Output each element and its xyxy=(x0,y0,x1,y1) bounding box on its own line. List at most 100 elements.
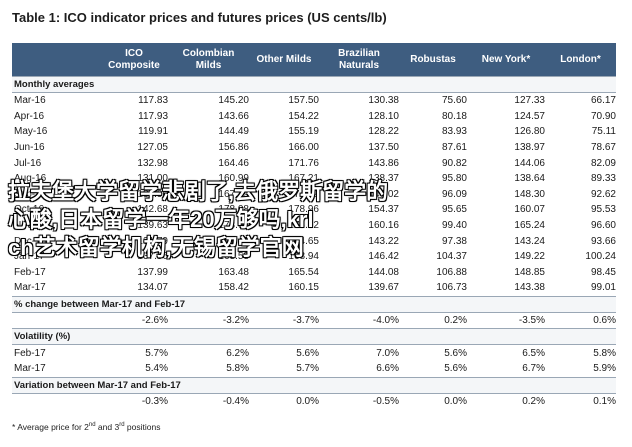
table-header: ICO Composite Colombian Milds Other Mild… xyxy=(12,43,616,76)
table-cell: 155.19 xyxy=(288,126,319,138)
table-cell: 106.73 xyxy=(436,282,467,294)
table-cell: 135.96 xyxy=(137,188,168,200)
col-london: London* xyxy=(560,53,601,65)
table-cell: 138.37 xyxy=(368,173,399,185)
table-cell: -0.5% xyxy=(372,395,399,407)
row-label: Mar-17 xyxy=(14,363,46,375)
table-cell: 100.24 xyxy=(585,251,616,263)
table-cell: 128.22 xyxy=(368,126,399,138)
col-brazilian-naturals: Brazilian Naturals xyxy=(338,47,380,71)
table-cell: 95.80 xyxy=(441,173,467,185)
table-cell: 160.16 xyxy=(368,220,399,232)
table-cell: 75.60 xyxy=(441,95,467,107)
table-cell: 93.66 xyxy=(590,235,616,247)
footnote-sup: nd xyxy=(88,422,96,429)
table-cell: 137.56 xyxy=(137,251,168,263)
table-row: Apr-16 117.93 143.66 154.22 128.10 80.18 124.5… xyxy=(12,109,616,125)
table-row: Jun-16 127.05 156.86 166.00 137.50 87.61 138.9… xyxy=(12,140,616,156)
row-label: Feb-17 xyxy=(14,266,46,278)
section-heading: Volatility (%) xyxy=(12,328,616,346)
table-row: Mar-17 5.4% 5.8% 5.7% 6.6% 5.6% 6.7% 5.9% xyxy=(12,361,616,377)
table-cell: 5.6% xyxy=(444,363,467,375)
row-label: Nov-16 xyxy=(14,220,47,232)
row-label: Mar-16 xyxy=(14,95,46,107)
table-cell: 137.50 xyxy=(368,142,399,154)
table-cell: 164.46 xyxy=(218,157,249,169)
table-cell: 5.7% xyxy=(296,363,319,375)
row-label: Jul-16 xyxy=(14,157,42,169)
table-row: Feb-17 137.99 163.48 165.54 144.08 106.88 148.… xyxy=(12,265,616,281)
table-cell: 5.7% xyxy=(145,347,168,359)
table-cell: 6.7% xyxy=(522,363,545,375)
table-cell: 143.24 xyxy=(514,235,545,247)
table-cell: 5.8% xyxy=(226,363,249,375)
table-cell: 70.90 xyxy=(590,110,616,122)
table-cell: 82.09 xyxy=(590,157,616,169)
table-cell: 178.72 xyxy=(288,220,319,232)
table-cell: 106.88 xyxy=(436,266,467,278)
table-cell: 5.8% xyxy=(593,347,616,359)
table-cell: 148.30 xyxy=(514,188,545,200)
table-cell: 128.10 xyxy=(368,110,399,122)
table-cell: 95.65 xyxy=(441,204,467,216)
table-cell: 144.49 xyxy=(218,126,249,138)
table-row: May-16 119.91 144.49 155.19 128.22 83.93 126.8… xyxy=(12,124,616,140)
table-cell: 0.0% xyxy=(296,395,319,407)
header-blank xyxy=(12,43,100,76)
footnote-text: positions xyxy=(124,422,161,432)
table-cell: 171.76 xyxy=(288,157,319,169)
table-cell: 80.18 xyxy=(441,110,467,122)
row-label: Apr-16 xyxy=(14,110,45,122)
table-cell: 154.22 xyxy=(288,110,319,122)
table-cell: 147.02 xyxy=(368,188,399,200)
row-label: Feb-17 xyxy=(14,347,46,359)
footnote-text: and 3 xyxy=(95,422,120,432)
table-cell: 124.57 xyxy=(514,110,545,122)
table-cell: 163.53 xyxy=(218,251,249,263)
table-cell: 148.85 xyxy=(514,266,545,278)
table-cell: 154.37 xyxy=(368,204,399,216)
table-cell: 0.2% xyxy=(522,395,545,407)
table-cell: 138.64 xyxy=(514,173,545,185)
table-cell: 167.79 xyxy=(218,188,249,200)
table-cell: 96.60 xyxy=(590,220,616,232)
table-cell: 5.4% xyxy=(145,363,168,375)
table-cell: 117.93 xyxy=(138,110,168,122)
table-cell: 157.50 xyxy=(288,95,319,107)
table-cell: 0.1% xyxy=(593,395,616,407)
table-cell: 149.22 xyxy=(514,251,545,263)
table-cell: -4.0% xyxy=(372,315,399,327)
table-cell: 158.42 xyxy=(218,282,249,294)
table-cell: 95.53 xyxy=(590,204,616,216)
table-cell: 161.49 xyxy=(218,235,249,247)
footnote-text: * Average price for 2 xyxy=(12,422,89,432)
price-table: ICO Composite Colombian Milds Other Mild… xyxy=(12,43,616,409)
table-cell: 173.67 xyxy=(218,220,249,232)
table-cell: -3.2% xyxy=(222,315,249,327)
table-cell: 138.97 xyxy=(514,142,545,154)
table-cell: 160.15 xyxy=(288,282,319,294)
table-cell: 90.82 xyxy=(441,157,467,169)
table-cell: 143.22 xyxy=(368,235,399,247)
watermark-overlay: 拉夫堡大学留学悲剧了,去俄罗斯留学的 心酸,日本留学一年20万够吗,krl ch… xyxy=(8,178,608,262)
table-cell: 143.86 xyxy=(368,157,399,169)
table-row: Sep-16 135.96 167.79 174.39 147.02 96.09 148.3… xyxy=(12,187,616,203)
table-cell: 168.94 xyxy=(288,251,319,263)
table-cell: 92.62 xyxy=(590,188,616,200)
table-cell: 0.6% xyxy=(593,315,616,327)
table-cell: 132.98 xyxy=(137,157,168,169)
table-row: Mar-17 134.07 158.42 160.15 139.67 106.73 143.… xyxy=(12,280,616,296)
table-cell: 178.96 xyxy=(288,204,319,216)
table-row: Mar-16 117.83 145.20 157.50 130.38 75.60 127.3… xyxy=(12,93,616,109)
table-cell: 6.5% xyxy=(522,347,545,359)
table-cell: 143.66 xyxy=(218,110,249,122)
table-cell: 98.45 xyxy=(590,266,616,278)
table-cell: 142.68 xyxy=(137,204,168,216)
row-label: May-16 xyxy=(14,126,48,138)
table-cell: 6.6% xyxy=(376,363,399,375)
table-row: -0.3% -0.4% 0.0% -0.5% 0.0% 0.2% 0.1% xyxy=(12,394,616,410)
table-cell: 75.11 xyxy=(591,126,616,138)
table-body: Monthly averages Mar-16 117.83 145.20 157.50… xyxy=(12,76,616,409)
table-cell: 127.05 xyxy=(137,142,168,154)
table-cell: 87.61 xyxy=(441,142,467,154)
